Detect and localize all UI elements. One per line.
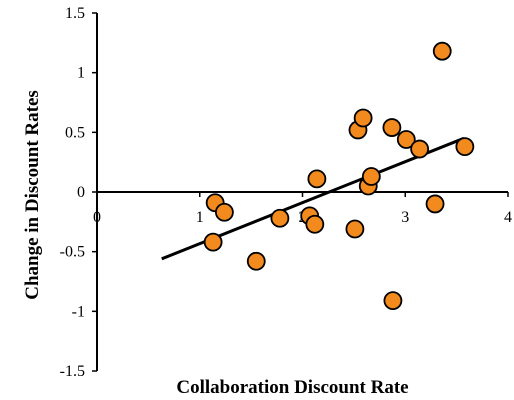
x-axis-title: Collaboration Discount Rate — [176, 377, 408, 398]
data-point — [305, 214, 325, 234]
y-tick-label: -0.5 — [60, 244, 85, 261]
data-point — [353, 108, 373, 128]
y-tick-label: 0.5 — [65, 124, 85, 141]
data-point — [396, 130, 416, 149]
data-point — [382, 118, 402, 137]
x-tick-label: 1 — [196, 209, 204, 226]
data-point — [203, 232, 223, 252]
y-tick-label: -1.5 — [60, 363, 85, 380]
x-tick-label: 4 — [504, 209, 512, 226]
y-axis-title: Change in Discount Rates — [22, 90, 43, 300]
data-point — [455, 137, 475, 157]
data-point — [432, 41, 452, 61]
data-point — [383, 291, 403, 310]
x-tick-label: 3 — [401, 209, 409, 226]
y-tick-label: 1 — [77, 65, 85, 82]
y-tick-label: -1 — [72, 303, 85, 320]
data-point — [270, 208, 290, 228]
data-point — [425, 194, 445, 214]
y-tick-label: 0 — [77, 184, 85, 201]
data-point — [307, 169, 327, 189]
data-points — [203, 41, 475, 310]
x-tick-label: 0 — [93, 209, 101, 226]
y-tick-label: 1.5 — [65, 5, 85, 22]
y-axis-ticks: 1.5 1 0.5 0 -0.5 -1 -1.5 — [60, 5, 97, 380]
data-point — [361, 167, 381, 186]
data-point — [345, 219, 365, 239]
plot-area: 1.510.50-0.5-1-1.5 01234 — [60, 5, 512, 380]
data-point — [246, 251, 266, 271]
data-point — [410, 139, 430, 159]
data-point — [215, 202, 234, 222]
